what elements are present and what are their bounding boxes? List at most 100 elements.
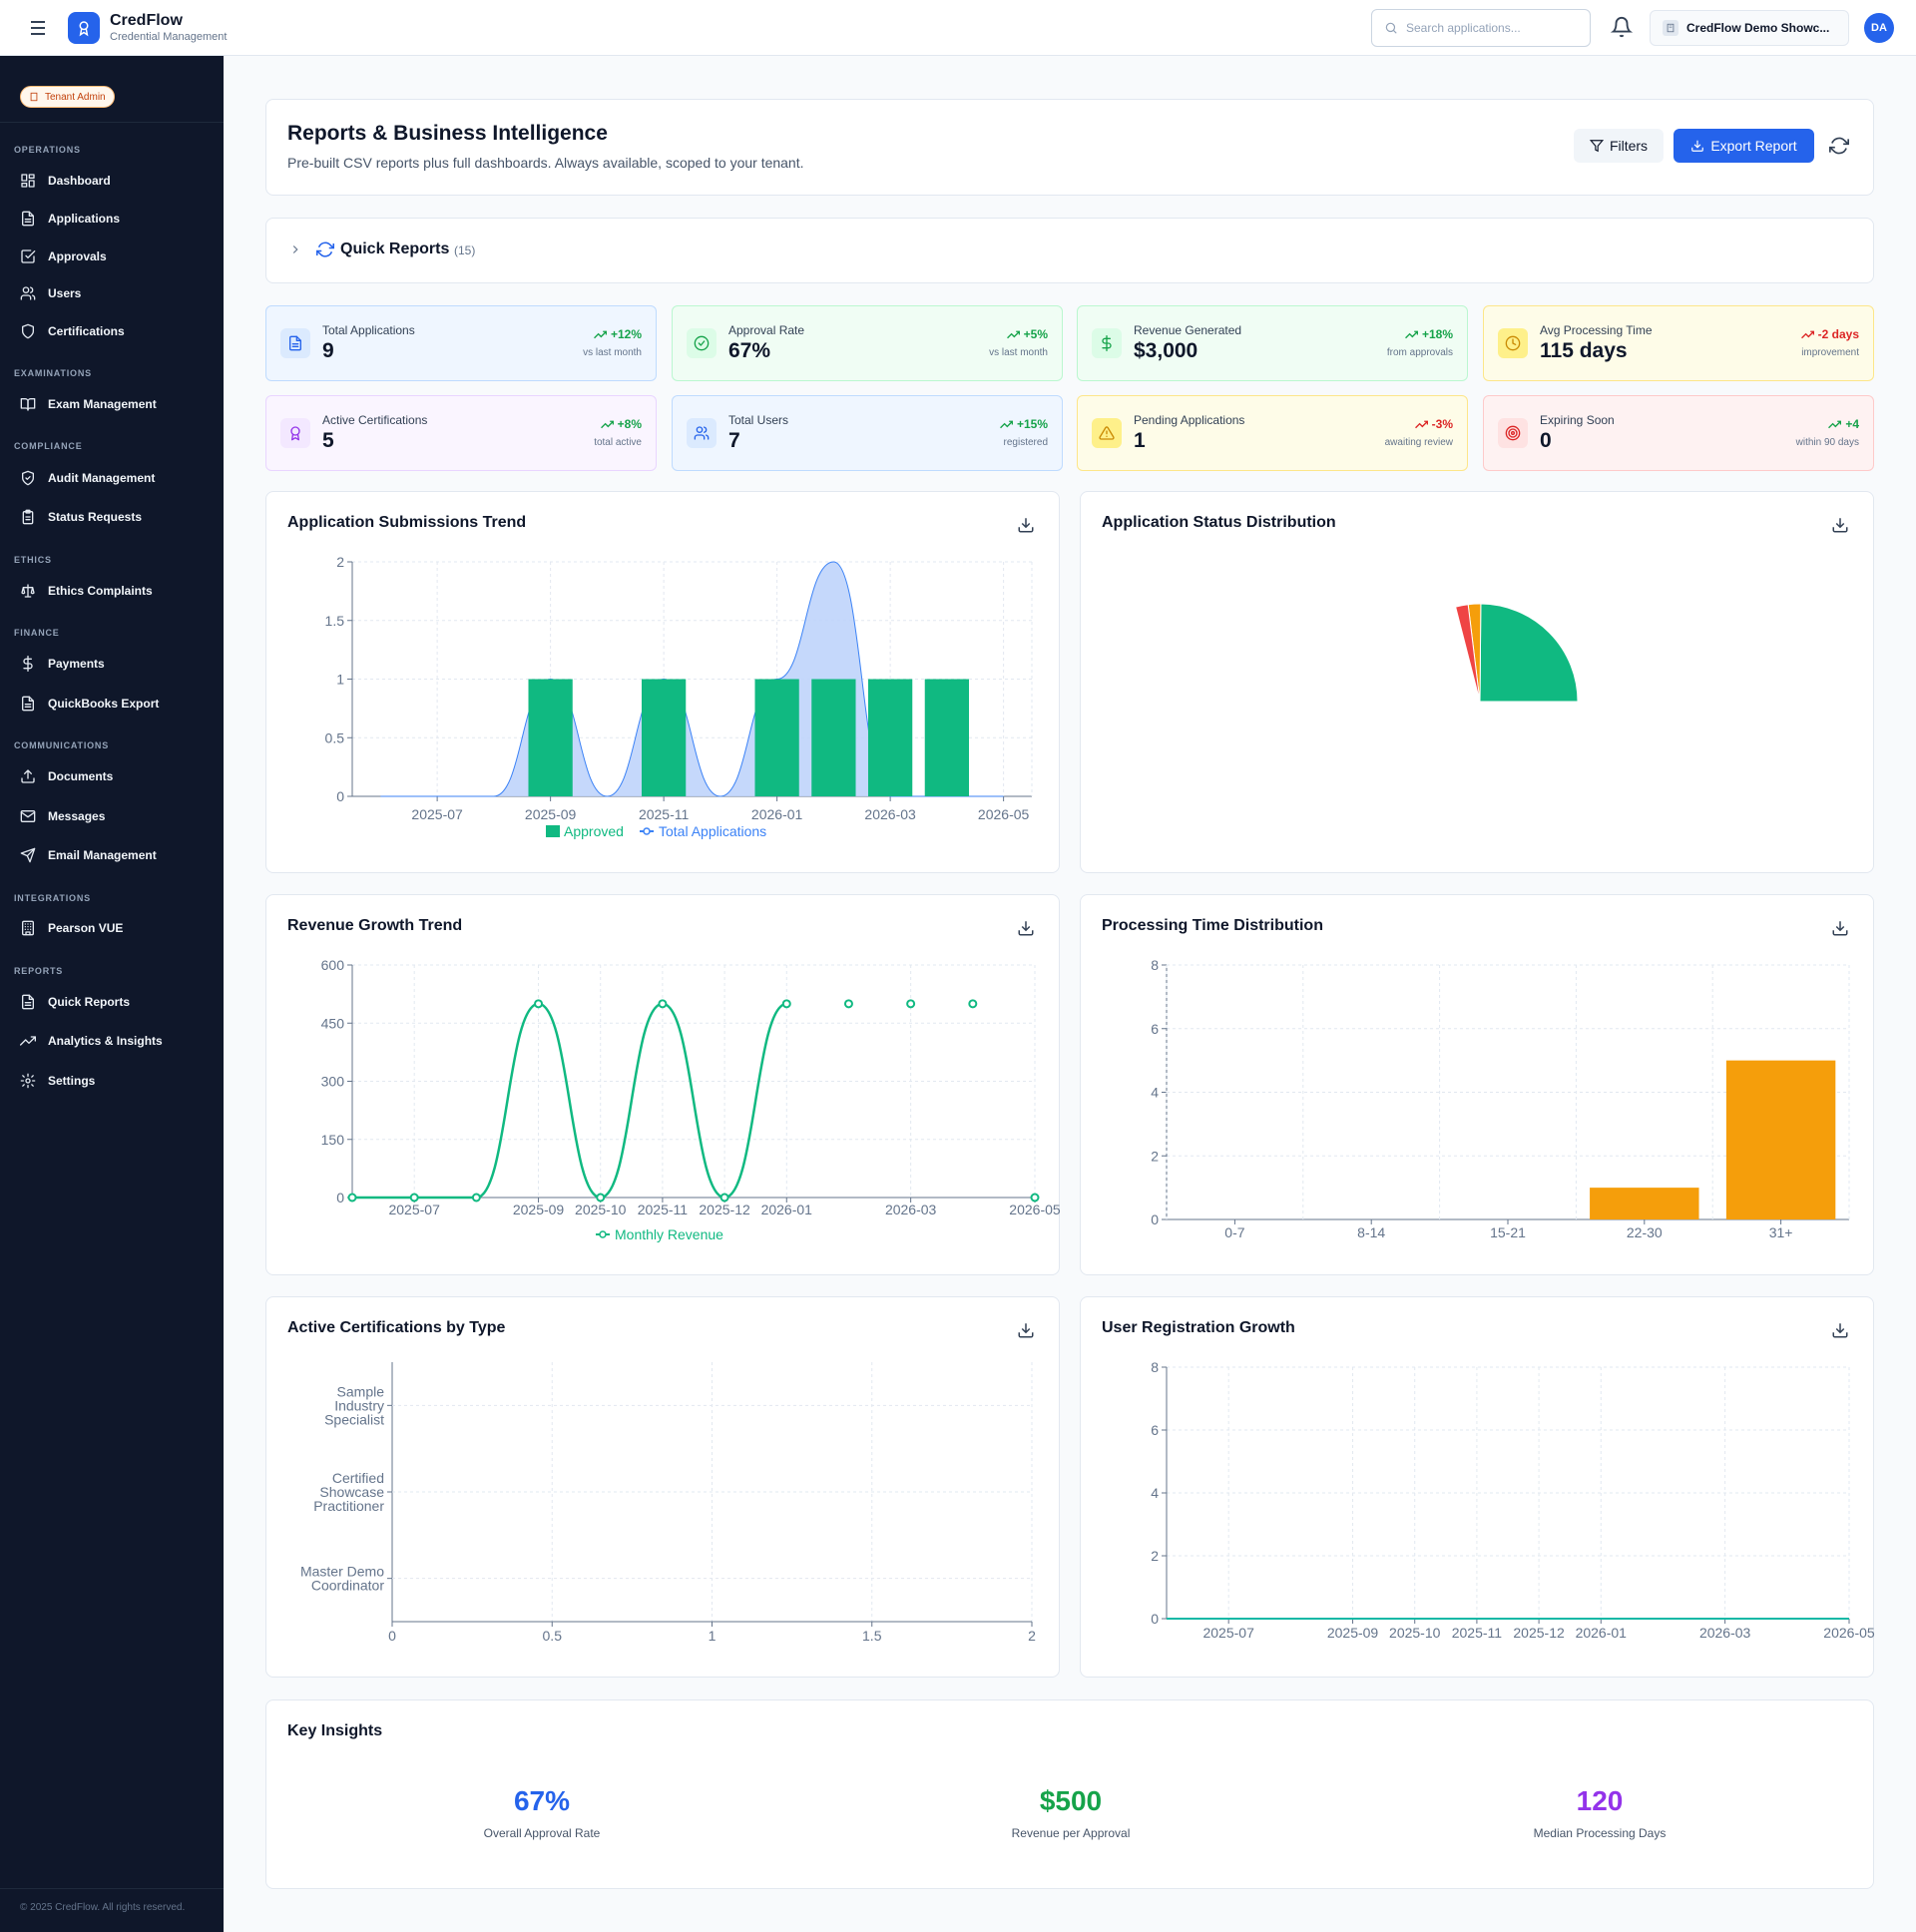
sidebar-item-dashboard[interactable]: Dashboard bbox=[20, 169, 111, 193]
kpi-card-total-applications: Total Applications 9 +12% vs last month bbox=[265, 305, 657, 381]
tenant-switcher[interactable]: CredFlow Demo Showc... bbox=[1650, 10, 1849, 46]
data-point-monthly-revenue bbox=[347, 1193, 357, 1203]
quick-reports-card[interactable]: Quick Reports (15) bbox=[265, 218, 1874, 283]
quick-reports-title: Quick Reports bbox=[340, 241, 450, 257]
kpi-card-expiring-soon: Expiring Soon 0 +4 within 90 days bbox=[1483, 395, 1874, 471]
y-tick-label: 0 bbox=[1151, 1611, 1159, 1627]
sidebar-item-label: Approvals bbox=[48, 249, 107, 263]
notifications-bell-icon[interactable] bbox=[1611, 16, 1633, 38]
data-point-monthly-revenue bbox=[719, 1193, 729, 1203]
sidebar-item-applications[interactable]: Applications bbox=[20, 207, 120, 231]
sidebar-item-audit-management[interactable]: Audit Management bbox=[20, 466, 155, 490]
kpi-delta-value: +5% bbox=[1023, 327, 1048, 341]
alert-triangle-icon bbox=[1092, 418, 1122, 448]
download-icon[interactable] bbox=[1831, 919, 1849, 937]
chart-title: Processing Time Distribution bbox=[1102, 917, 1323, 934]
sidebar-item-settings[interactable]: Settings bbox=[20, 1069, 95, 1093]
send-icon bbox=[20, 847, 36, 863]
building-icon bbox=[30, 92, 38, 102]
kpi-label: Expiring Soon bbox=[1540, 413, 1615, 427]
filters-button[interactable]: Filters bbox=[1574, 129, 1664, 163]
sidebar-item-label: Ethics Complaints bbox=[48, 584, 153, 598]
x-tick-label: 2025-09 bbox=[513, 1202, 565, 1217]
sidebar-item-documents[interactable]: Documents bbox=[20, 764, 113, 788]
data-point-monthly-revenue bbox=[968, 999, 978, 1009]
search-box[interactable] bbox=[1371, 9, 1591, 47]
building-icon bbox=[22, 920, 34, 936]
download-icon[interactable] bbox=[1831, 516, 1849, 534]
chevron-right-icon[interactable] bbox=[288, 242, 302, 256]
sidebar-item-label: Audit Management bbox=[48, 471, 156, 485]
sidebar-item-quick-reports[interactable]: Quick Reports bbox=[20, 990, 130, 1014]
kpi-value: 0 bbox=[1540, 429, 1552, 452]
page-title: Reports & Business Intelligence bbox=[287, 122, 608, 145]
data-point-monthly-revenue bbox=[1030, 1193, 1040, 1203]
kpi-label: Avg Processing Time bbox=[1540, 323, 1653, 337]
menu-icon[interactable] bbox=[26, 16, 50, 40]
download-icon[interactable] bbox=[1017, 516, 1035, 534]
check-square-icon bbox=[21, 249, 36, 263]
sidebar-item-email-management[interactable]: Email Management bbox=[20, 843, 157, 867]
sidebar-footer-divider bbox=[0, 1888, 224, 1889]
certifications-by-type-card: Active Certifications by Type 0 0.5 1 1.5 2 S… bbox=[265, 1296, 1060, 1678]
target-icon bbox=[1498, 418, 1528, 448]
sidebar-item-label: Analytics & Insights bbox=[48, 1034, 163, 1048]
x-tick-label: 2025-07 bbox=[388, 1202, 440, 1217]
kpi-delta: +8% bbox=[600, 417, 642, 431]
sidebar-item-approvals[interactable]: Approvals bbox=[20, 244, 107, 268]
kpi-card-avg-processing-time: Avg Processing Time 115 days -2 days imp… bbox=[1483, 305, 1874, 381]
kpi-delta-value: -2 days bbox=[1817, 327, 1859, 341]
kpi-label: Pending Applications bbox=[1134, 413, 1245, 427]
sidebar-item-label: Settings bbox=[48, 1074, 96, 1088]
award-icon bbox=[280, 418, 310, 448]
x-tick-label: 2026-03 bbox=[864, 806, 916, 822]
sidebar-item-certifications[interactable]: Certifications bbox=[20, 319, 125, 343]
quick-reports-count: (15) bbox=[454, 243, 476, 257]
kpi-delta-value: -3% bbox=[1431, 417, 1453, 431]
top-bar: CredFlow Credential Management CredFlow … bbox=[0, 0, 1916, 56]
chart-title: Application Status Distribution bbox=[1102, 514, 1336, 531]
export-report-button[interactable]: Export Report bbox=[1674, 129, 1814, 163]
data-point-monthly-revenue bbox=[471, 1193, 481, 1203]
x-tick-label: 2026-05 bbox=[978, 806, 1030, 822]
key-insights-title: Key Insights bbox=[287, 1722, 383, 1739]
y-tick-label: Certified Showcase Practitioner bbox=[313, 1470, 384, 1514]
sidebar-item-exam-management[interactable]: Exam Management bbox=[20, 392, 157, 416]
nav-section-examinations: EXAMINATIONS bbox=[14, 368, 92, 378]
y-tick-label: 6 bbox=[1151, 1021, 1159, 1037]
sidebar-item-messages[interactable]: Messages bbox=[20, 804, 105, 828]
y-tick-label: 1 bbox=[336, 672, 344, 688]
sidebar-item-analytics-insights[interactable]: Analytics & Insights bbox=[20, 1029, 163, 1053]
page-subtitle: Pre-built CSV reports plus full dashboar… bbox=[287, 155, 804, 171]
sidebar-item-status-requests[interactable]: Status Requests bbox=[20, 505, 142, 529]
y-tick-label: 4 bbox=[1151, 1485, 1159, 1501]
x-tick-label: 2026-03 bbox=[885, 1202, 937, 1217]
gear-icon bbox=[20, 1073, 36, 1089]
sidebar-item-pearson-vue[interactable]: Pearson VUE bbox=[20, 916, 123, 940]
y-tick-label: Master Demo Coordinator bbox=[300, 1564, 384, 1594]
download-icon bbox=[1691, 140, 1704, 152]
app-name: CredFlow bbox=[110, 12, 183, 29]
sidebar-item-users[interactable]: Users bbox=[20, 281, 81, 305]
kpi-note: total active bbox=[594, 437, 642, 448]
x-tick-label: 0.5 bbox=[543, 1628, 563, 1644]
sidebar-item-quickbooks-export[interactable]: QuickBooks Export bbox=[20, 692, 159, 716]
download-icon[interactable] bbox=[1017, 1321, 1035, 1339]
download-icon[interactable] bbox=[1017, 919, 1035, 937]
x-tick-label: 22-30 bbox=[1627, 1224, 1663, 1240]
certifications-by-type-chart: 0 0.5 1 1.5 2 Sample Industry Specialist Certifi… bbox=[300, 1362, 1036, 1644]
search-input[interactable] bbox=[1406, 21, 1576, 35]
file-text-icon bbox=[22, 994, 34, 1010]
legend-marker-total-applications bbox=[643, 827, 651, 835]
kpi-label: Total Applications bbox=[322, 323, 415, 337]
tenant-admin-badge: Tenant Admin bbox=[20, 86, 115, 108]
sidebar-item-label: Dashboard bbox=[48, 174, 111, 188]
x-tick-label: 2026-01 bbox=[1576, 1625, 1628, 1641]
user-avatar[interactable]: DA bbox=[1864, 13, 1894, 43]
sidebar-item-ethics-complaints[interactable]: Ethics Complaints bbox=[20, 579, 153, 603]
x-tick-label: 2025-07 bbox=[411, 806, 463, 822]
refresh-icon[interactable] bbox=[1829, 136, 1849, 156]
user-registration-chart: 0 2 4 6 8 2025-07 2025-09 2025-10 2025-11 2025-12… bbox=[1151, 1359, 1875, 1641]
download-icon[interactable] bbox=[1831, 1321, 1849, 1339]
sidebar-item-payments[interactable]: Payments bbox=[20, 652, 105, 676]
